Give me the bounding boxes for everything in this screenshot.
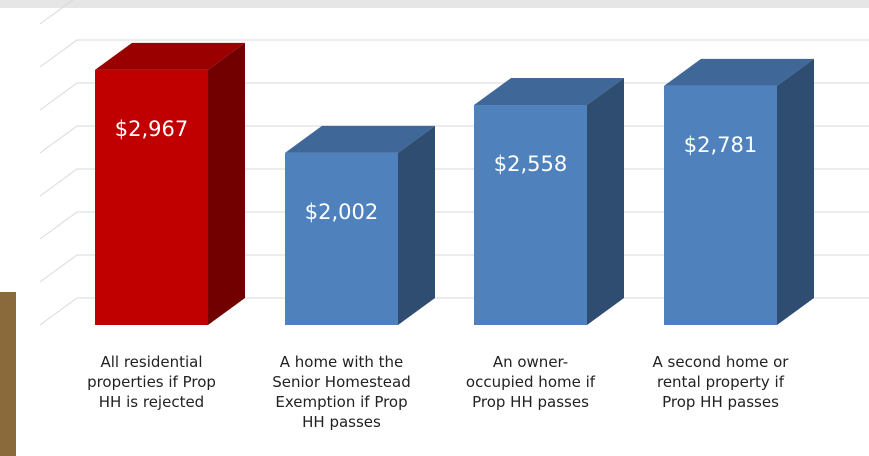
value-label: $2,967 — [115, 117, 188, 141]
background-photo — [0, 292, 16, 456]
bar — [664, 86, 777, 325]
top-border — [0, 0, 869, 8]
bar-side — [208, 43, 245, 325]
category-label: All residential properties if Prop HH is… — [82, 352, 222, 412]
value-label: $2,781 — [684, 133, 757, 157]
bar — [95, 70, 208, 325]
page: $2,967 $2,002 $2,558 $2,781 All residential… — [0, 0, 869, 456]
bar — [474, 105, 587, 325]
bar-side — [587, 78, 624, 325]
bar-side — [398, 126, 435, 325]
category-label: An owner-occupied home if Prop HH passes — [461, 352, 601, 412]
bar — [285, 153, 398, 325]
value-label: $2,002 — [305, 200, 378, 224]
value-label: $2,558 — [494, 152, 567, 176]
bar-side — [777, 59, 814, 325]
category-label: A second home or rental property if Prop… — [651, 352, 791, 412]
category-label: A home with the Senior Homestead Exempti… — [267, 352, 417, 432]
